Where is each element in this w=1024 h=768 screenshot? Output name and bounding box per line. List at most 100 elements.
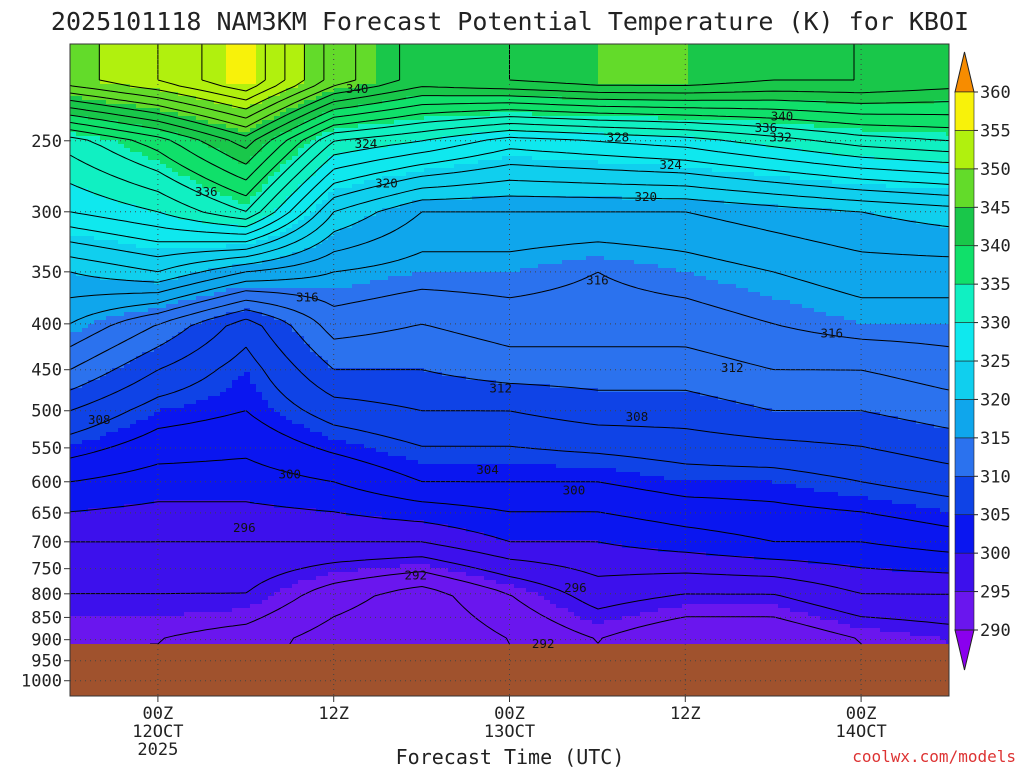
field-cell xyxy=(664,88,671,93)
field-cell xyxy=(784,56,791,61)
field-cell xyxy=(70,52,77,57)
field-cell xyxy=(280,56,287,61)
field-cell xyxy=(886,48,893,53)
field-cell xyxy=(484,56,491,61)
field-cell xyxy=(418,64,425,69)
field-cell xyxy=(910,60,917,65)
field-cell xyxy=(700,60,707,65)
field-cell xyxy=(124,68,131,73)
field-cell xyxy=(694,48,701,53)
field-cell xyxy=(322,48,329,53)
field-cell xyxy=(628,80,635,85)
field-cell xyxy=(346,56,353,61)
field-cell xyxy=(940,76,947,81)
field-cell xyxy=(130,48,137,53)
field-cell xyxy=(118,56,125,61)
field-cell xyxy=(316,72,323,77)
field-cell xyxy=(430,44,437,49)
field-cell xyxy=(406,72,413,77)
field-cell xyxy=(562,56,569,61)
field-cell xyxy=(466,88,473,93)
field-cell xyxy=(838,80,845,85)
field-cell xyxy=(418,68,425,73)
field-cell xyxy=(166,60,173,65)
field-cell xyxy=(436,76,443,81)
field-cell xyxy=(208,72,215,77)
field-cell xyxy=(292,72,299,77)
field-cell xyxy=(868,48,875,53)
field-cell xyxy=(502,68,509,73)
field-cell xyxy=(298,52,305,57)
field-cell xyxy=(388,56,395,61)
field-cell xyxy=(892,52,899,57)
field-cell xyxy=(160,72,167,77)
field-cell xyxy=(472,52,479,57)
field-cell xyxy=(808,80,815,85)
field-cell xyxy=(736,60,743,65)
field-cell xyxy=(766,84,773,89)
field-cell xyxy=(838,72,845,77)
field-cell xyxy=(688,56,695,61)
field-cell xyxy=(88,60,95,65)
field-cell xyxy=(478,76,485,81)
field-cell xyxy=(436,72,443,77)
field-cell xyxy=(214,48,221,53)
field-cell xyxy=(874,80,881,85)
field-cell xyxy=(616,68,623,73)
field-cell xyxy=(856,48,863,53)
field-cell xyxy=(676,52,683,57)
field-cell xyxy=(232,48,239,53)
field-cell xyxy=(418,88,425,93)
field-cell xyxy=(472,64,479,69)
field-cell xyxy=(310,64,317,69)
field-cell xyxy=(712,76,719,81)
field-cell xyxy=(232,56,239,61)
field-cell xyxy=(214,60,221,65)
field-cell xyxy=(754,72,761,77)
field-cell xyxy=(412,52,419,57)
field-cell xyxy=(232,60,239,65)
field-cell xyxy=(802,52,809,57)
field-cell xyxy=(292,60,299,65)
field-cell xyxy=(910,76,917,81)
field-cell xyxy=(436,80,443,85)
field-cell xyxy=(592,52,599,57)
field-cell xyxy=(922,64,929,69)
field-cell xyxy=(658,84,665,89)
field-cell xyxy=(556,48,563,53)
field-cell xyxy=(568,84,575,89)
field-cell xyxy=(928,84,935,89)
field-cell xyxy=(640,72,647,77)
field-cell xyxy=(532,80,539,85)
field-cell xyxy=(292,76,299,81)
field-cell xyxy=(568,52,575,57)
field-cell xyxy=(604,64,611,69)
field-cell xyxy=(430,76,437,81)
field-cell xyxy=(658,52,665,57)
field-cell xyxy=(100,84,107,89)
field-cell xyxy=(850,56,857,61)
field-cell xyxy=(142,60,149,65)
field-cell xyxy=(382,60,389,65)
field-cell xyxy=(376,80,383,85)
field-cell xyxy=(190,48,197,53)
field-cell xyxy=(262,84,269,89)
field-cell xyxy=(520,72,527,77)
field-cell xyxy=(790,44,797,49)
field-cell xyxy=(532,72,539,77)
field-cell xyxy=(100,56,107,61)
field-cell xyxy=(370,88,377,93)
field-cell xyxy=(364,64,371,69)
field-cell xyxy=(652,44,659,49)
field-cell xyxy=(220,56,227,61)
field-cell xyxy=(574,52,581,57)
field-cell xyxy=(898,80,905,85)
field-cell xyxy=(466,60,473,65)
field-cell xyxy=(850,80,857,85)
field-cell xyxy=(454,64,461,69)
field-cell xyxy=(268,56,275,61)
field-cell xyxy=(862,64,869,69)
field-cell xyxy=(604,52,611,57)
field-cell xyxy=(520,48,527,53)
field-cell xyxy=(124,76,131,81)
